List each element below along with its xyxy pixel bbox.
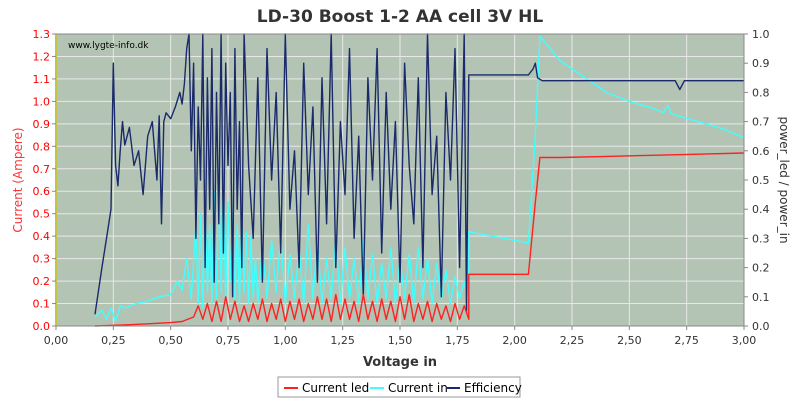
y-left-tick-label: 1.0: [33, 95, 51, 108]
x-tick-label: 0,75: [216, 334, 241, 347]
legend-label-efficiency: Efficiency: [464, 381, 522, 395]
y-right-tick-label: 0.3: [752, 232, 770, 245]
x-axis-label: Voltage in: [363, 355, 437, 370]
x-tick-label: 2,50: [617, 334, 642, 347]
x-tick-label: 1,00: [273, 334, 298, 347]
y-left-tick-label: 1.3: [33, 28, 51, 41]
y-right-tick-label: 0.0: [752, 320, 770, 333]
x-tick-label: 1,75: [445, 334, 470, 347]
y-left-tick-label: 0.9: [33, 118, 51, 131]
y-left-tick-label: 0.3: [33, 253, 51, 266]
y-right-tick-label: 0.4: [752, 203, 770, 216]
y-left-tick-label: 1.2: [33, 50, 51, 63]
series-line-current-led: [94, 152, 745, 327]
legend-label-current-led: Current led: [302, 381, 369, 395]
y-axis-label-right: power_led / power_in: [777, 116, 791, 243]
x-tick-label: 2,00: [502, 334, 527, 347]
y-left-tick-label: 1.1: [33, 73, 51, 86]
y-left-tick-label: 0.6: [33, 185, 51, 198]
x-tick-label: 0,00: [44, 334, 69, 347]
legend-label-current-in: Current in: [388, 381, 448, 395]
y-axis-label-left: Current (Ampere): [11, 127, 25, 232]
x-tick-label: 1,25: [330, 334, 355, 347]
y-right-tick-label: 1.0: [752, 28, 770, 41]
y-left-tick-label: 0.8: [33, 140, 51, 153]
y-left-tick-label: 0.4: [33, 230, 51, 243]
y-right-tick-label: 0.1: [752, 291, 770, 304]
x-tick-label: 0,25: [101, 334, 126, 347]
y-left-ticks: 0.0 0.1 0.2 0.3 0.4 0.5 0.6 0.7 0.8 0.9 1.0 1.1 1.2 1…: [33, 28, 56, 333]
y-right-ticks: 0.0 0.1 0.2 0.3 0.4 0.5 0.6 0.7 0.8 0.9 1.0: [744, 28, 770, 333]
y-left-tick-label: 0.0: [33, 320, 51, 333]
x-ticks: 0,00 0,25 0,50 0,75 1,00 1,25 1,50 1,75 2,00 2,25…: [44, 326, 757, 347]
y-right-tick-label: 0.6: [752, 145, 770, 158]
y-right-tick-label: 0.7: [752, 116, 770, 129]
x-tick-label: 2,75: [674, 334, 699, 347]
y-left-tick-label: 0.7: [33, 163, 51, 176]
y-left-tick-label: 0.2: [33, 275, 51, 288]
series-layer: [94, 33, 745, 327]
series-line-efficiency: [94, 33, 744, 315]
y-right-tick-label: 0.8: [752, 86, 770, 99]
watermark: www.lygte-info.dk: [68, 41, 149, 51]
legend: Current led Current in Efficiency: [277, 376, 522, 398]
x-tick-label: 3,00: [732, 334, 757, 347]
x-tick-label: 2,25: [560, 334, 585, 347]
legend-box: [277, 376, 521, 398]
y-left-tick-label: 0.5: [33, 208, 51, 221]
series-line-current-in: [94, 35, 745, 323]
x-tick-label: 0,50: [158, 334, 183, 347]
y-left-tick-label: 0.1: [33, 298, 51, 311]
grid: [55, 33, 745, 327]
y-right-tick-label: 0.5: [752, 174, 770, 187]
chart-title: LD-30 Boost 1-2 AA cell 3V HL: [257, 7, 544, 27]
y-right-tick-label: 0.9: [752, 57, 770, 70]
y-right-tick-label: 0.2: [752, 262, 770, 275]
x-tick-label: 1,50: [388, 334, 413, 347]
